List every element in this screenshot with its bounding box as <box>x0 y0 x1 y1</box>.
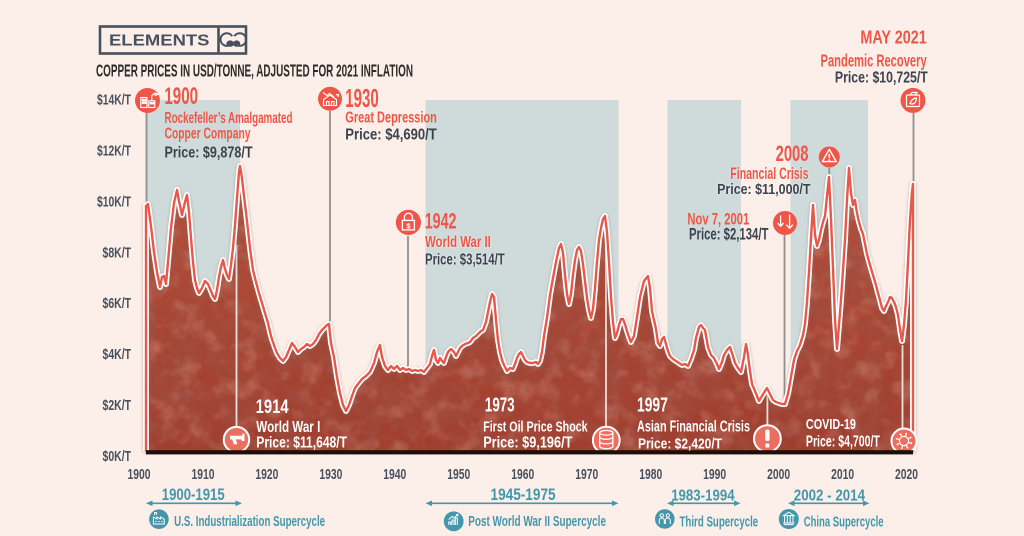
svg-text:2000: 2000 <box>767 467 790 483</box>
svg-text:Price: $9,878/T: Price: $9,878/T <box>165 145 253 162</box>
svg-text:1910: 1910 <box>192 467 215 483</box>
svg-text:Price: $2,420/T: Price: $2,420/T <box>638 435 723 452</box>
svg-text:1973: 1973 <box>485 394 515 417</box>
svg-text:Price: $4,700/T: Price: $4,700/T <box>806 434 880 451</box>
svg-text:1990: 1990 <box>703 467 726 483</box>
svg-text:$14K/T: $14K/T <box>97 93 131 109</box>
svg-text:Pandemic Recovery: Pandemic Recovery <box>821 50 927 70</box>
svg-text:Price: $4,690/T: Price: $4,690/T <box>345 126 437 143</box>
svg-text:1930: 1930 <box>345 85 379 113</box>
svg-text:$6K/T: $6K/T <box>103 296 132 312</box>
svg-text:1914: 1914 <box>256 397 289 418</box>
svg-text:$12K/T: $12K/T <box>97 144 131 160</box>
svg-text:Price: $9,196/T: Price: $9,196/T <box>483 434 573 451</box>
svg-text:World War II: World War II <box>425 234 491 251</box>
svg-text:$: $ <box>406 222 411 231</box>
svg-text:Price: $2,134/T: Price: $2,134/T <box>689 225 768 243</box>
svg-text:Great Depression: Great Depression <box>345 109 437 126</box>
svg-text:Asian Financial Crisis: Asian Financial Crisis <box>637 418 750 435</box>
svg-text:1920: 1920 <box>255 467 278 483</box>
svg-text:$2K/T: $2K/T <box>103 398 132 414</box>
svg-text:Copper Company: Copper Company <box>165 125 251 142</box>
svg-text:1997: 1997 <box>637 394 668 417</box>
svg-text:Post World War II Supercycle: Post World War II Supercycle <box>468 513 606 530</box>
svg-text:COPPER PRICES IN USD/TONNE, AD: COPPER PRICES IN USD/TONNE, ADJUSTED FOR… <box>96 60 413 80</box>
svg-text:$4K/T: $4K/T <box>103 347 132 363</box>
svg-text:2002 - 2014: 2002 - 2014 <box>794 488 865 505</box>
svg-text:1900-1915: 1900-1915 <box>162 486 225 504</box>
svg-text:COVID-19: COVID-19 <box>806 417 856 433</box>
svg-text:1900: 1900 <box>164 84 198 110</box>
svg-text:Rockefeller’s Amalgamated: Rockefeller’s Amalgamated <box>165 110 293 127</box>
svg-text:U.S. Industrialization Supercy: U.S. Industrialization Supercycle <box>174 513 325 530</box>
svg-text:MAY 2021: MAY 2021 <box>860 27 926 48</box>
svg-text:1942: 1942 <box>425 209 457 234</box>
svg-text:$10K/T: $10K/T <box>97 194 131 210</box>
svg-text:1960: 1960 <box>511 467 534 483</box>
svg-text:Price: $3,514/T: Price: $3,514/T <box>425 251 505 268</box>
svg-text:Price: $11,000/T: Price: $11,000/T <box>717 182 810 198</box>
svg-text:1950: 1950 <box>447 467 470 483</box>
svg-text:ELEMENTS: ELEMENTS <box>109 33 210 50</box>
svg-text:Nov 7, 2001: Nov 7, 2001 <box>687 211 749 229</box>
svg-text:1945-1975: 1945-1975 <box>491 486 556 504</box>
svg-text:1930: 1930 <box>319 467 342 483</box>
svg-text:$8K/T: $8K/T <box>103 245 132 261</box>
svg-text:Price: $11,648/T: Price: $11,648/T <box>256 434 347 451</box>
svg-text:Third Supercycle: Third Supercycle <box>680 513 759 530</box>
svg-text:China Supercycle: China Supercycle <box>804 513 884 530</box>
svg-text:$0K/T: $0K/T <box>103 449 132 465</box>
svg-text:1940: 1940 <box>383 467 406 483</box>
svg-text:First Oil Price Shock: First Oil Price Shock <box>483 418 588 435</box>
svg-text:Price: $10,725/T: Price: $10,725/T <box>835 70 928 87</box>
svg-text:1980: 1980 <box>639 467 662 483</box>
svg-text:World War I: World War I <box>256 419 320 436</box>
svg-text:2010: 2010 <box>831 467 854 483</box>
svg-text:1983-1994: 1983-1994 <box>671 488 735 505</box>
svg-text:2020: 2020 <box>895 467 918 483</box>
svg-text:2008: 2008 <box>776 141 809 166</box>
svg-text:1970: 1970 <box>575 467 598 483</box>
svg-text:Financial Crisis: Financial Crisis <box>730 165 808 183</box>
svg-text:1900: 1900 <box>128 467 151 483</box>
